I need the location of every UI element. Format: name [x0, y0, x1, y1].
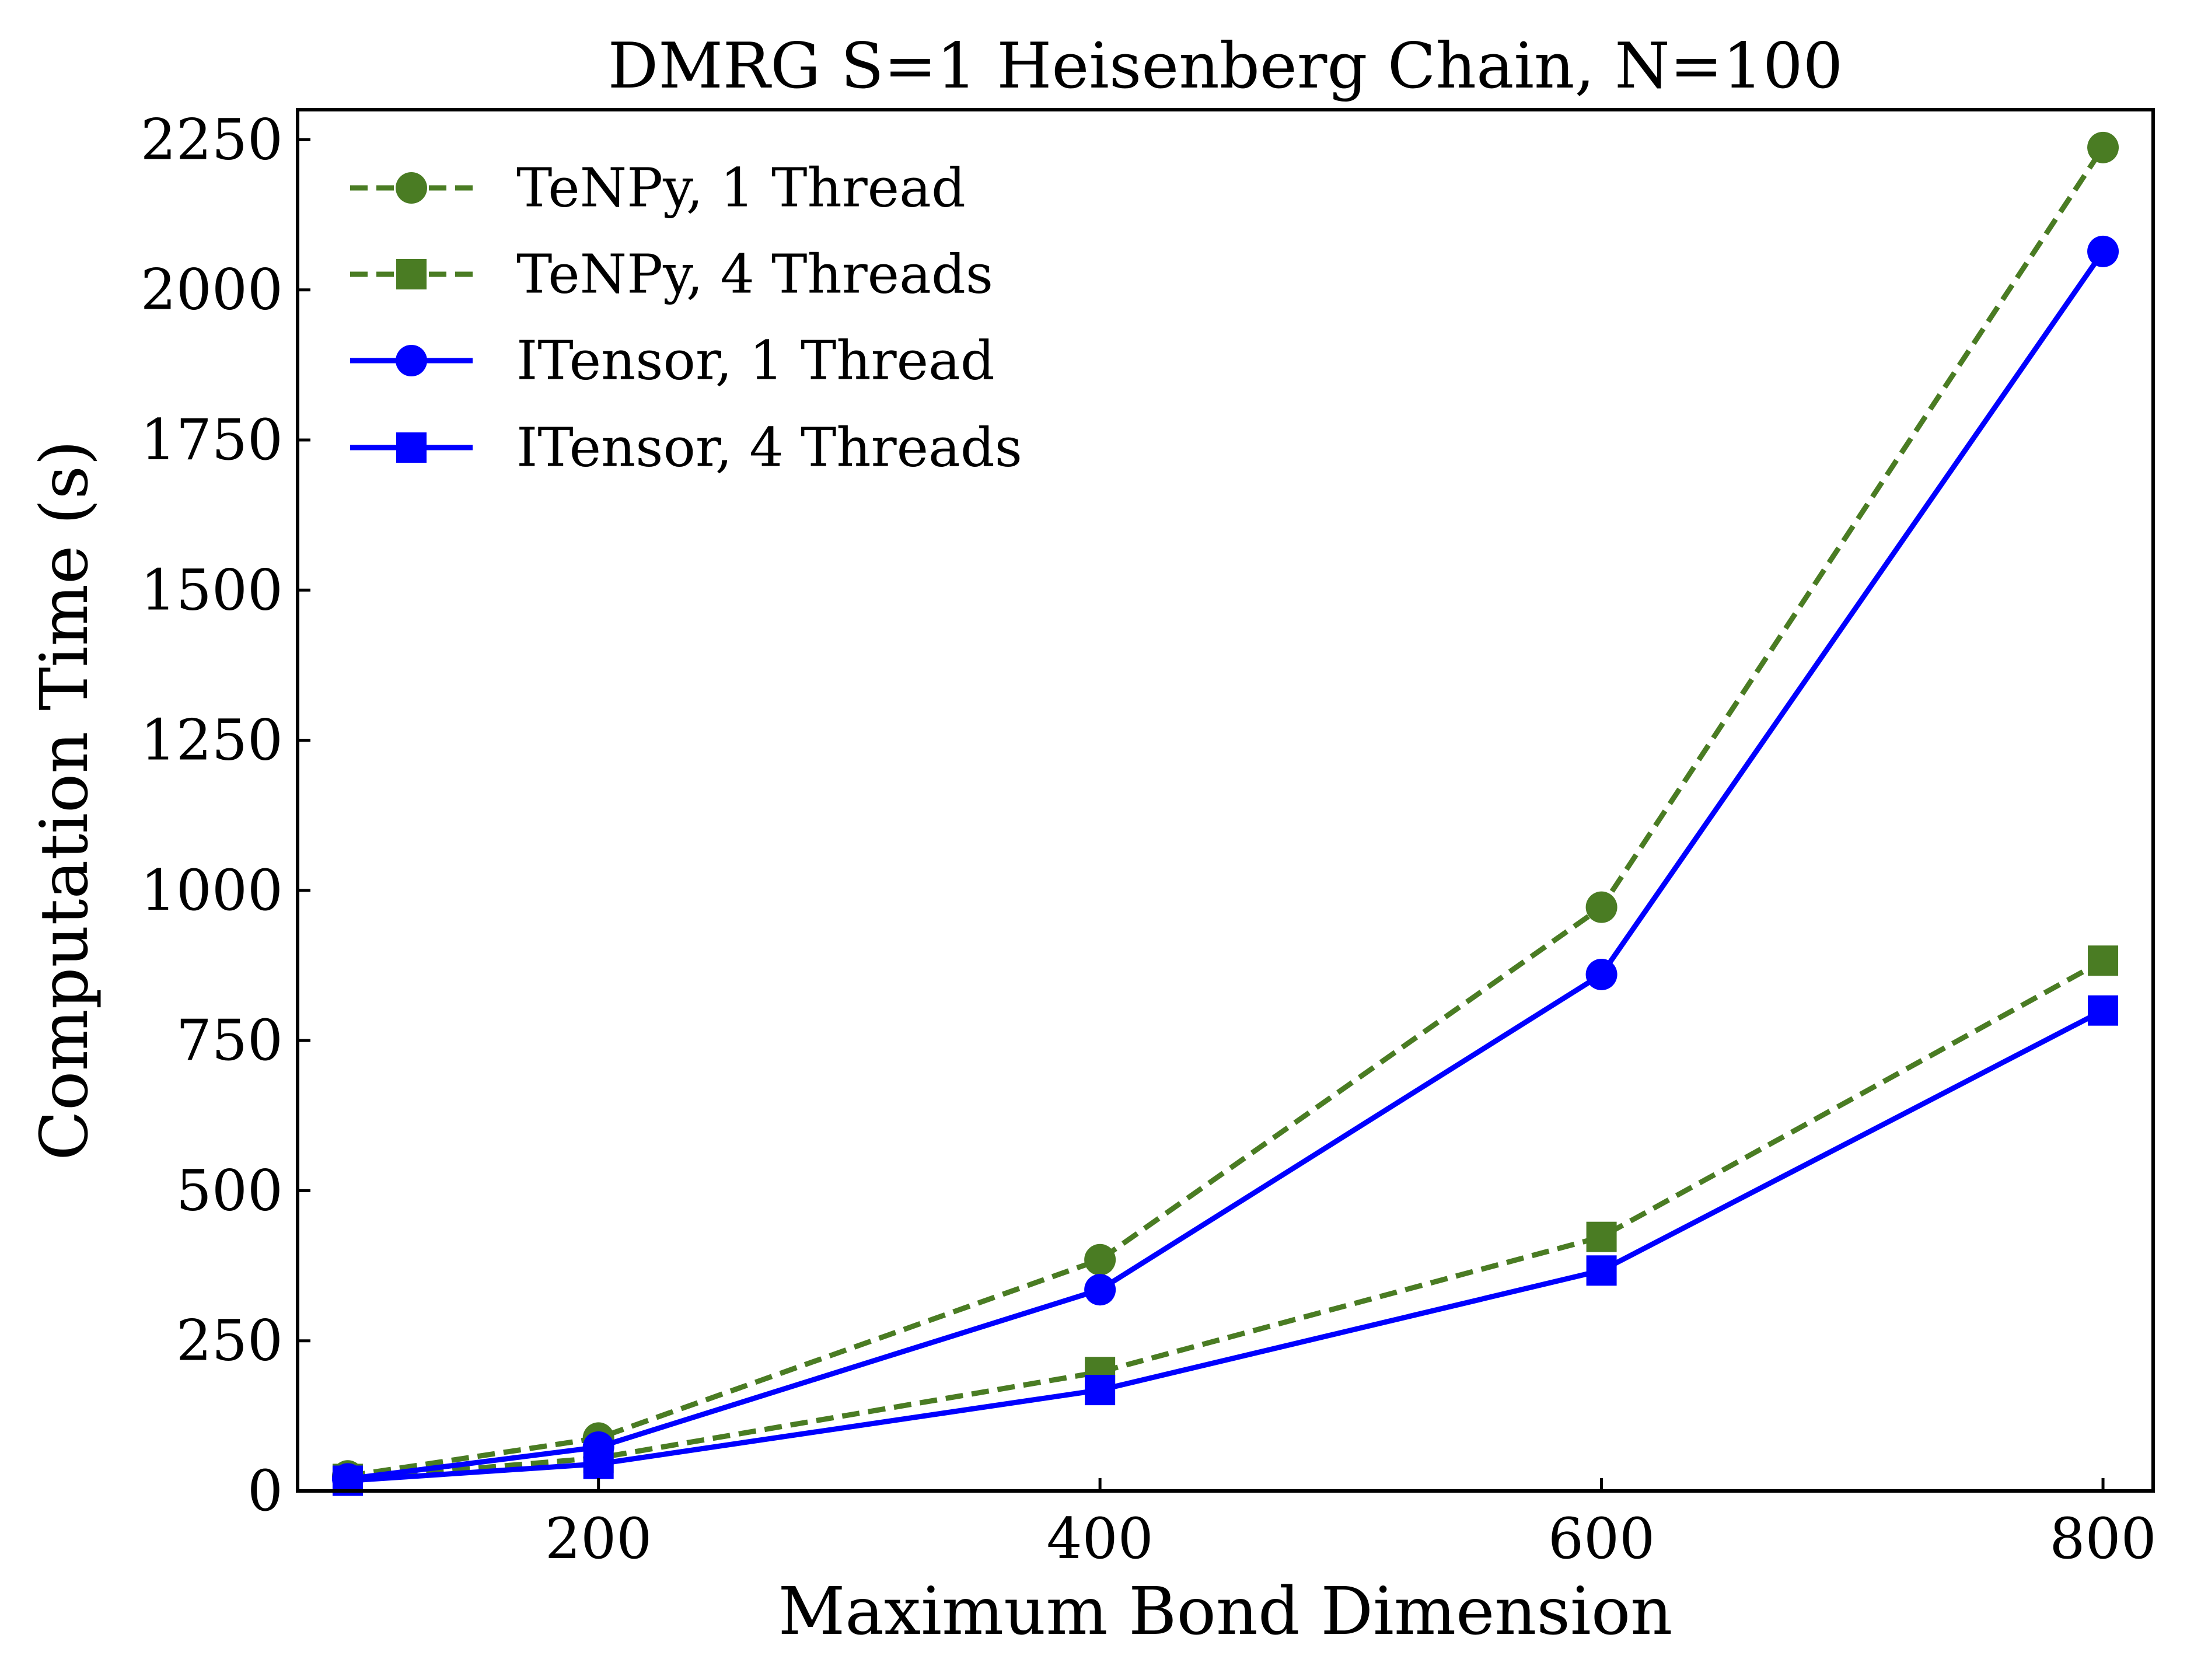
- y-axis-label: Computation Time (s): [27, 440, 103, 1160]
- data-point: [1084, 1244, 1116, 1276]
- data-point: [583, 1448, 614, 1479]
- y-tick-label: 1250: [141, 708, 283, 773]
- plot-area: [296, 108, 2155, 1496]
- x-tick-label: 200: [545, 1506, 652, 1571]
- series-line-4: [347, 1008, 2105, 1483]
- y-tick-label: 1000: [141, 858, 283, 923]
- series-line-1: [347, 146, 2105, 1479]
- legend-marker: [396, 172, 427, 204]
- data-point: [1586, 1221, 1617, 1252]
- data-point: [1585, 891, 1617, 923]
- legend-item: TeNPy, 4 Threads: [350, 243, 993, 306]
- legend-item: TeNPy, 1 Thread: [350, 157, 966, 219]
- legend-marker: [396, 259, 427, 289]
- x-tick-label: 400: [1047, 1506, 1154, 1571]
- legend: TeNPy, 1 Thread TeNPy, 4 Threads ITensor, …: [350, 157, 1022, 479]
- y-tick-label: 500: [176, 1158, 283, 1223]
- y-tick-label: 1500: [141, 557, 283, 623]
- y-tick-label: 2250: [141, 107, 283, 172]
- y-tick-label: 0: [247, 1458, 283, 1524]
- y-tick-label: 2000: [141, 257, 283, 323]
- data-point: [2087, 131, 2119, 163]
- plot-frame: [296, 108, 2155, 1493]
- legend-marker: [396, 345, 427, 376]
- legend-item: ITensor, 4 Threads: [350, 417, 1022, 479]
- data-point: [1085, 1375, 1116, 1406]
- data-point: [1585, 958, 1617, 990]
- series-2: [332, 945, 2119, 1494]
- x-tick-label: 800: [2049, 1506, 2156, 1571]
- x-tick-label: 600: [1548, 1506, 1655, 1571]
- data-point: [2088, 945, 2119, 976]
- x-axis-label: Maximum Bond Dimension: [778, 1574, 1673, 1650]
- series-4: [332, 995, 2119, 1496]
- data-point: [2088, 995, 2119, 1026]
- y-axis: 0 250 500 750 1000 1250 1500 1750 2000 2250: [141, 107, 310, 1524]
- y-tick-label: 1750: [141, 407, 283, 473]
- legend-label: TeNPy, 1 Thread: [516, 157, 966, 219]
- legend-label: ITensor, 4 Threads: [516, 417, 1022, 479]
- data-point: [2087, 235, 2119, 267]
- x-axis: 200 400 600 800: [545, 1478, 2157, 1571]
- y-tick-label: 250: [176, 1308, 283, 1374]
- y-tick-label: 750: [176, 1008, 283, 1073]
- series-line-2: [347, 958, 2105, 1482]
- data-point: [1586, 1255, 1617, 1286]
- legend-marker: [396, 432, 427, 463]
- data-point: [1084, 1274, 1116, 1306]
- legend-item: ITensor, 1 Thread: [350, 330, 995, 392]
- legend-label: TeNPy, 4 Threads: [516, 243, 993, 306]
- legend-label: ITensor, 1 Thread: [516, 330, 995, 392]
- chart-title: DMRG S=1 Heisenberg Chain, N=100: [608, 30, 1843, 103]
